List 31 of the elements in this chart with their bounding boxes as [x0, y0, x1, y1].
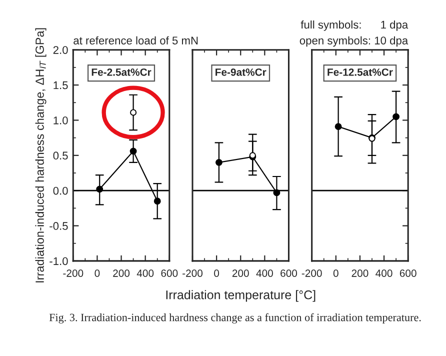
text: Fe-2.5at%Cr	[92, 68, 152, 76]
y-tick-label: 0.5	[53, 152, 68, 160]
x-tick-label: -200	[302, 270, 322, 277]
text: open symbols: 10 dpa	[300, 36, 408, 47]
x-tick-label: -200	[63, 270, 84, 277]
caption: Fig. 3. Irradiation-induced hardness change as a function of irradiation temperature.	[49, 313, 421, 324]
y-tick-label: -1.0	[50, 257, 68, 266]
x-tick-label: 600	[280, 270, 298, 277]
x-tick-label: 600	[400, 270, 416, 277]
y-tick-label: 1.5	[54, 81, 68, 90]
y-tick-label: -0.5	[50, 222, 68, 230]
text: Fe-12.5at%Cr	[328, 68, 393, 76]
y-tick-label: 1.0	[54, 116, 68, 124]
y-tick-label: 0.0	[53, 186, 68, 195]
text: Fe-9at%Cr	[216, 68, 266, 76]
y-tick-label: 2.0	[53, 46, 68, 54]
x-axis-title: Irradiation temperature [°C]	[166, 290, 316, 302]
x-tick-label: 400	[256, 270, 273, 277]
x-tick-label: 400	[136, 270, 154, 277]
text: at reference load of 5 mN	[74, 36, 198, 44]
y-axis-title: Irradiation-induced hardness change, ΔH$_{IT}$ [GPa]	[35, 28, 46, 282]
x-tick-label: 200	[232, 270, 249, 277]
x-tick-label: 600	[161, 270, 178, 277]
x-tick-label: -200	[182, 270, 203, 277]
text: full symbols: 1 dpa	[300, 20, 408, 31]
x-tick-label: 0	[333, 270, 338, 277]
x-tick-label: 0	[214, 270, 220, 277]
x-tick-label: 200	[113, 270, 130, 277]
x-tick-label: 0	[94, 270, 100, 277]
x-tick-label: 400	[376, 270, 392, 277]
x-tick-label: 200	[352, 270, 368, 277]
